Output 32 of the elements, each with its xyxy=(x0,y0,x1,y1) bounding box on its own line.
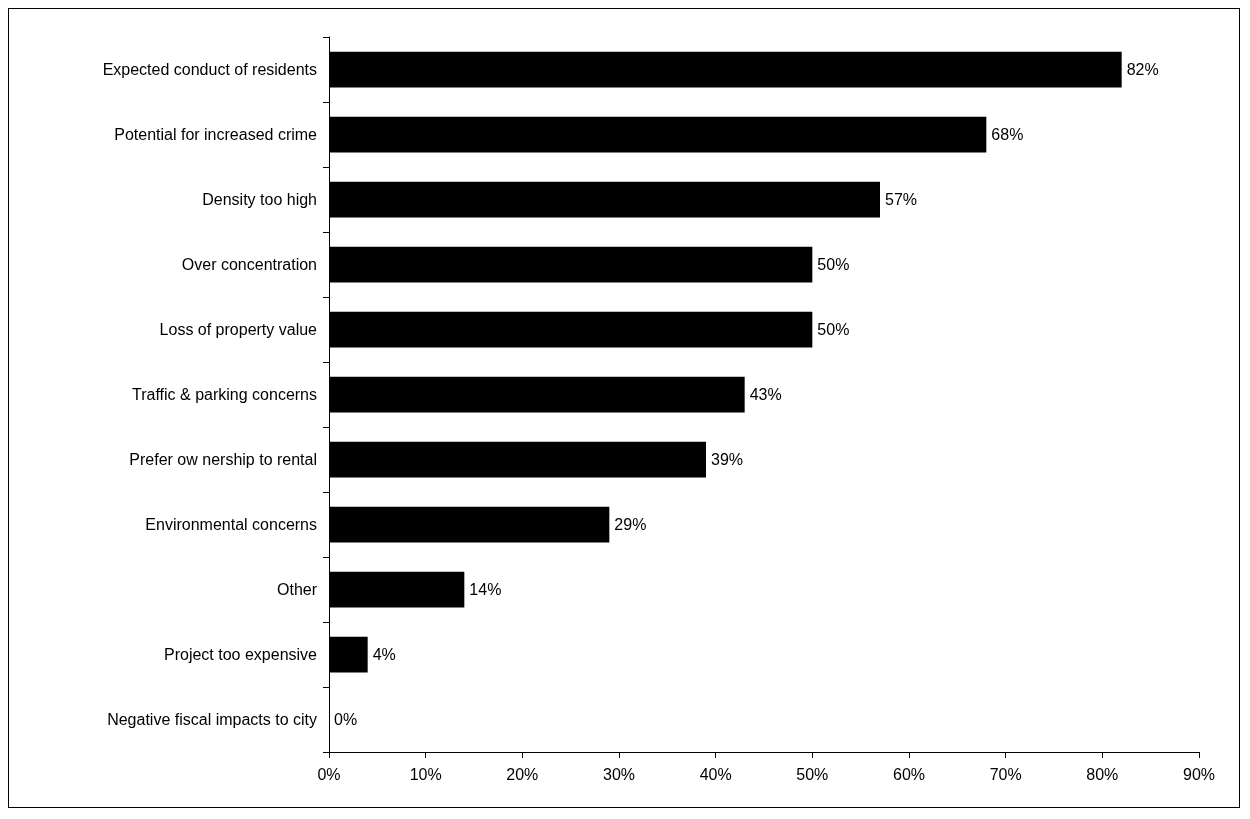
data-label: 50% xyxy=(817,256,850,273)
y-tick-label: Loss of property value xyxy=(159,321,318,338)
y-tick-label: Environmental concerns xyxy=(145,516,317,533)
y-tick-label: Negative fiscal impacts to city xyxy=(107,711,317,728)
x-tick-label: 90% xyxy=(1182,765,1216,783)
data-label: 43% xyxy=(749,386,782,403)
y-tick-label: Other xyxy=(276,581,318,598)
x-tick-label: 20% xyxy=(506,765,539,783)
x-tick-label: 70% xyxy=(989,765,1022,783)
data-label: 82% xyxy=(1126,61,1159,78)
data-label: 4% xyxy=(372,646,396,663)
data-label: 68% xyxy=(991,126,1024,143)
x-tick-label: 80% xyxy=(1086,765,1119,783)
x-tick-label: 30% xyxy=(602,765,636,783)
x-tick-label: 0% xyxy=(317,765,341,783)
y-tick-label: Expected conduct of residents xyxy=(102,61,317,78)
y-tick-label: Over concentration xyxy=(181,256,317,273)
y-tick-label: Traffic & parking concerns xyxy=(132,386,317,403)
x-tick-label: 10% xyxy=(409,765,442,783)
data-label: 14% xyxy=(469,581,502,598)
data-label: 57% xyxy=(885,191,918,208)
x-tick-label: 40% xyxy=(699,765,732,783)
x-tick-label: 50% xyxy=(796,765,829,783)
y-tick-label: Prefer ow nership to rental xyxy=(129,451,317,468)
y-tick-label: Potential for increased crime xyxy=(114,126,318,143)
data-label: 0% xyxy=(334,711,358,728)
y-tick-label: Density too high xyxy=(202,191,317,208)
y-tick-label: Project too expensive xyxy=(164,646,318,663)
x-tick-label: 60% xyxy=(892,765,926,783)
data-label: 39% xyxy=(711,451,744,468)
data-label: 29% xyxy=(614,516,647,533)
data-label: 50% xyxy=(817,321,850,338)
